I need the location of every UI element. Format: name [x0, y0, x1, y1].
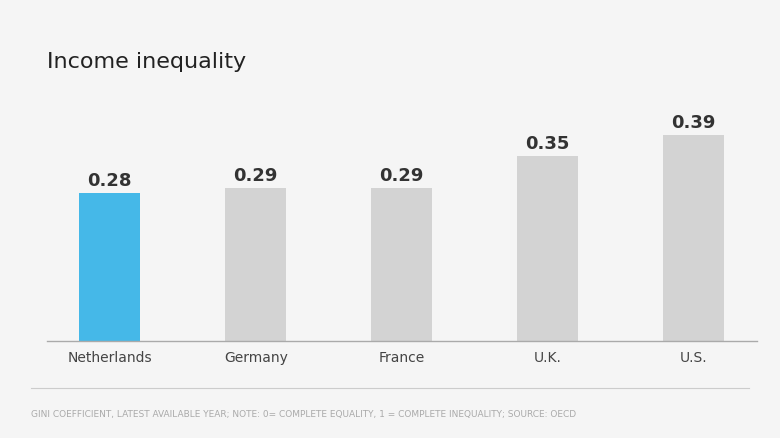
Text: GINI COEFFICIENT, LATEST AVAILABLE YEAR; NOTE: 0= COMPLETE EQUALITY, 1 = COMPLET: GINI COEFFICIENT, LATEST AVAILABLE YEAR;… — [31, 410, 576, 418]
Bar — [517, 156, 578, 342]
Bar — [371, 188, 432, 342]
Bar — [663, 135, 725, 342]
Bar — [79, 194, 140, 342]
Text: 0.35: 0.35 — [526, 135, 570, 153]
Text: 0.29: 0.29 — [233, 166, 278, 184]
Bar — [225, 188, 286, 342]
Text: 0.28: 0.28 — [87, 172, 132, 190]
Text: 0.29: 0.29 — [380, 166, 424, 184]
Text: 0.39: 0.39 — [672, 113, 716, 131]
Text: Income inequality: Income inequality — [47, 52, 246, 72]
